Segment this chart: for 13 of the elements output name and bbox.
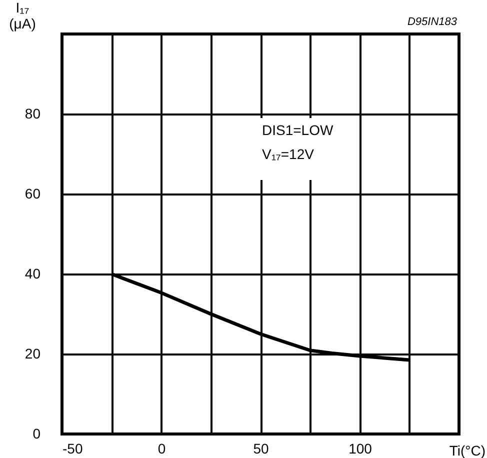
text: D95IN183 [407,16,458,28]
x-tick-label: 0 [158,440,166,456]
y-tick-label: 40 [24,266,41,282]
y-tick-label: 0 [32,426,41,442]
y-axis-title: I₁₇ (μA) [9,0,36,32]
annotation: V₁₇=12V [262,146,315,162]
x-tick-label: 50 [253,440,269,456]
y-tick-label: 60 [24,186,41,202]
x-tick-label: 100 [348,440,372,456]
annotation: DIS1=LOW [262,122,334,138]
y-tick-label: 80 [24,106,41,122]
y-tick-label: 20 [24,346,41,362]
x-tick-label: -50 [62,440,83,456]
